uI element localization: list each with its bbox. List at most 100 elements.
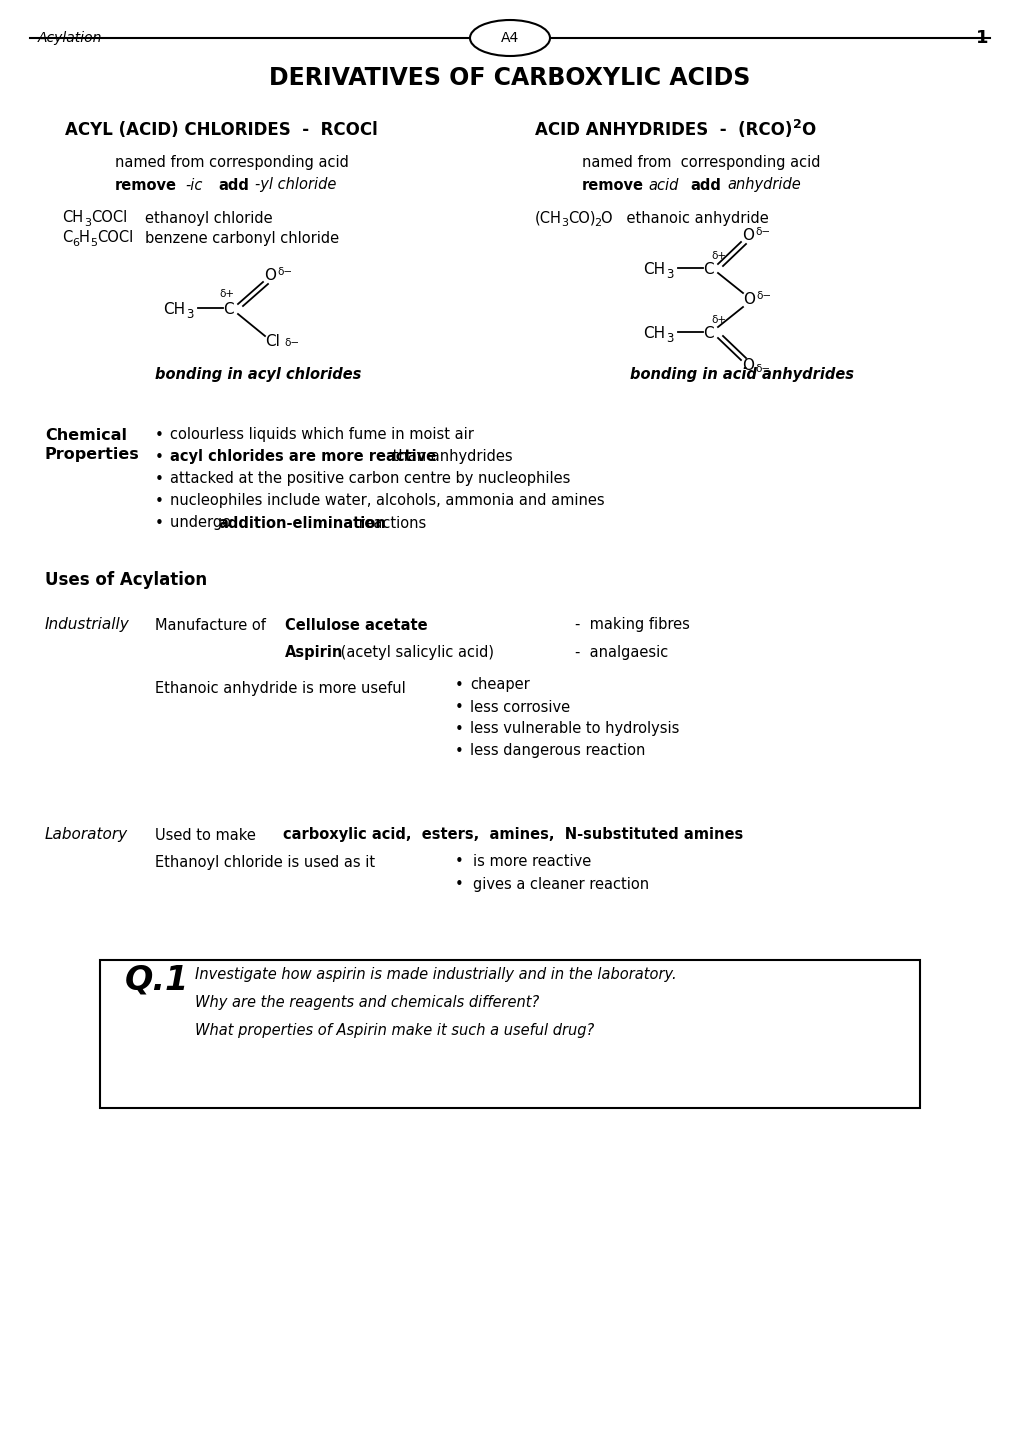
Text: O: O xyxy=(741,228,753,244)
Text: CH: CH xyxy=(163,303,184,317)
Text: colourless liquids which fume in moist air: colourless liquids which fume in moist a… xyxy=(170,427,474,443)
Text: remove: remove xyxy=(115,177,177,192)
Text: remove: remove xyxy=(582,177,643,192)
Text: •: • xyxy=(454,678,464,693)
Text: carboxylic acid,  esters,  amines,  N-substituted amines: carboxylic acid, esters, amines, N-subst… xyxy=(282,827,743,843)
Text: CH: CH xyxy=(642,326,664,342)
Text: O: O xyxy=(742,293,754,307)
Text: Manufacture of: Manufacture of xyxy=(155,618,266,632)
Text: δ+: δ+ xyxy=(710,315,726,325)
Text: •: • xyxy=(155,494,164,508)
Text: H: H xyxy=(78,231,90,245)
Text: A4: A4 xyxy=(500,30,519,45)
Text: Cl: Cl xyxy=(265,333,279,349)
Text: named from  corresponding acid: named from corresponding acid xyxy=(582,156,819,170)
Text: than anhydrides: than anhydrides xyxy=(387,450,512,465)
Text: 6: 6 xyxy=(72,238,78,248)
Text: δ+: δ+ xyxy=(710,251,726,261)
Text: CH: CH xyxy=(642,263,664,277)
Text: 2: 2 xyxy=(593,218,600,228)
Text: •  gives a cleaner reaction: • gives a cleaner reaction xyxy=(454,876,648,892)
Text: 3: 3 xyxy=(665,268,673,281)
Text: -  making fibres: - making fibres xyxy=(575,618,689,632)
Text: Aspirin: Aspirin xyxy=(284,645,343,659)
Text: C: C xyxy=(223,303,233,317)
Text: •: • xyxy=(454,700,464,714)
Text: •: • xyxy=(454,743,464,759)
Text: ACYL (ACID) CHLORIDES  -  RCOCl: ACYL (ACID) CHLORIDES - RCOCl xyxy=(65,121,377,139)
Text: undergo: undergo xyxy=(170,515,235,531)
Text: Why are the reagents and chemicals different?: Why are the reagents and chemicals diffe… xyxy=(195,996,539,1010)
Text: O   ethanoic anhydride: O ethanoic anhydride xyxy=(600,211,768,225)
Text: C: C xyxy=(702,263,713,277)
Text: δ−: δ− xyxy=(754,227,769,237)
Text: 3: 3 xyxy=(185,309,194,322)
Ellipse shape xyxy=(470,20,549,56)
Text: add: add xyxy=(689,177,720,192)
Text: Investigate how aspirin is made industrially and in the laboratory.: Investigate how aspirin is made industri… xyxy=(195,967,676,983)
Text: bonding in acyl chlorides: bonding in acyl chlorides xyxy=(155,368,361,382)
Text: O: O xyxy=(800,121,814,139)
Text: less dangerous reaction: less dangerous reaction xyxy=(470,743,645,759)
Text: -yl chloride: -yl chloride xyxy=(255,177,336,192)
Text: 3: 3 xyxy=(665,332,673,345)
Text: δ−: δ− xyxy=(277,267,291,277)
Text: C: C xyxy=(62,231,72,245)
Bar xyxy=(100,960,919,1108)
Text: less vulnerable to hydrolysis: less vulnerable to hydrolysis xyxy=(470,722,679,736)
Text: Acylation: Acylation xyxy=(38,30,102,45)
Text: δ+: δ+ xyxy=(219,289,233,299)
Text: reactions: reactions xyxy=(354,515,426,531)
Text: addition-elimination: addition-elimination xyxy=(218,515,385,531)
Text: Ethanoic anhydride is more useful: Ethanoic anhydride is more useful xyxy=(155,681,406,696)
Text: 3: 3 xyxy=(84,218,91,228)
Text: -  analgaesic: - analgaesic xyxy=(575,645,667,659)
Text: COCl: COCl xyxy=(97,231,133,245)
Text: CH: CH xyxy=(62,211,83,225)
Text: •  is more reactive: • is more reactive xyxy=(454,854,591,870)
Text: What properties of Aspirin make it such a useful drug?: What properties of Aspirin make it such … xyxy=(195,1023,594,1039)
Text: Uses of Acylation: Uses of Acylation xyxy=(45,571,207,589)
Text: Ethanoyl chloride is used as it: Ethanoyl chloride is used as it xyxy=(155,854,375,870)
Text: DERIVATIVES OF CARBOXYLIC ACIDS: DERIVATIVES OF CARBOXYLIC ACIDS xyxy=(269,66,750,89)
Text: cheaper: cheaper xyxy=(470,678,529,693)
Text: Q.1: Q.1 xyxy=(125,964,190,997)
Text: attacked at the positive carbon centre by nucleophiles: attacked at the positive carbon centre b… xyxy=(170,472,570,486)
Text: bonding in acid anhydrides: bonding in acid anhydrides xyxy=(630,368,853,382)
Text: Industrially: Industrially xyxy=(45,618,129,632)
Text: O: O xyxy=(264,268,276,283)
Text: COCl: COCl xyxy=(91,211,127,225)
Text: •: • xyxy=(155,472,164,486)
Text: 2: 2 xyxy=(792,118,801,131)
Text: 5: 5 xyxy=(90,238,97,248)
Text: benzene carbonyl chloride: benzene carbonyl chloride xyxy=(145,231,338,245)
Text: less corrosive: less corrosive xyxy=(470,700,570,714)
Text: C: C xyxy=(702,326,713,342)
Text: (CH: (CH xyxy=(535,211,561,225)
Text: Chemical: Chemical xyxy=(45,427,127,443)
Text: acyl chlorides are more reactive: acyl chlorides are more reactive xyxy=(170,450,436,465)
Text: ethanoyl chloride: ethanoyl chloride xyxy=(145,211,272,225)
Text: add: add xyxy=(218,177,249,192)
Text: 3: 3 xyxy=(560,218,568,228)
Text: δ−: δ− xyxy=(754,364,769,374)
Text: CO): CO) xyxy=(568,211,595,225)
Text: acid: acid xyxy=(647,177,678,192)
Text: nucleophiles include water, alcohols, ammonia and amines: nucleophiles include water, alcohols, am… xyxy=(170,494,604,508)
Text: •: • xyxy=(454,722,464,736)
Text: ACID ANHYDRIDES  -  (RCO): ACID ANHYDRIDES - (RCO) xyxy=(535,121,792,139)
Text: anhydride: anhydride xyxy=(727,177,800,192)
Text: Used to make: Used to make xyxy=(155,827,256,843)
Text: Laboratory: Laboratory xyxy=(45,827,128,843)
Text: δ−: δ− xyxy=(755,291,770,302)
Text: •: • xyxy=(155,450,164,465)
Text: 1: 1 xyxy=(974,29,987,48)
Text: Cellulose acetate: Cellulose acetate xyxy=(284,618,427,632)
Text: δ−: δ− xyxy=(283,338,299,348)
Text: O: O xyxy=(741,358,753,374)
Text: •: • xyxy=(155,515,164,531)
Text: Properties: Properties xyxy=(45,447,140,463)
Text: (acetyl salicylic acid): (acetyl salicylic acid) xyxy=(335,645,493,659)
Text: -ic: -ic xyxy=(184,177,202,192)
Text: •: • xyxy=(155,427,164,443)
